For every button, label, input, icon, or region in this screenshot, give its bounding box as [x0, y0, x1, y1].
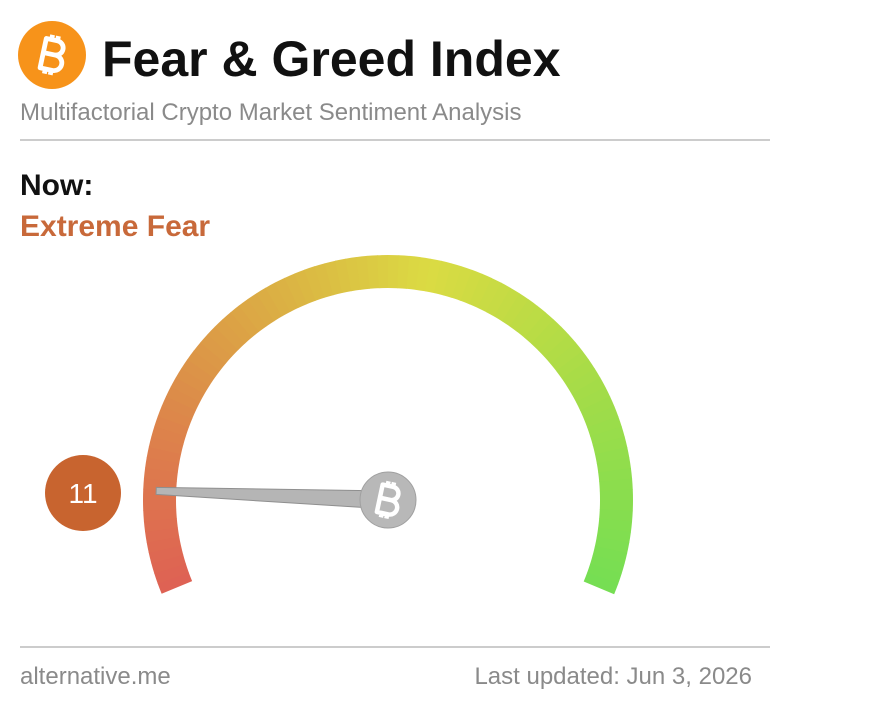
gauge-band [170, 377, 205, 403]
gauge-band [451, 266, 473, 301]
gauge-band [145, 527, 180, 543]
gauge-band [424, 258, 442, 294]
gauge-band [324, 260, 343, 296]
gauge-band [594, 536, 630, 554]
gauge-band [469, 273, 493, 309]
gauge-band [154, 563, 189, 584]
gauge-band [345, 257, 361, 292]
gauge-band [238, 299, 267, 332]
gauge-band [304, 266, 325, 301]
gauge-band [193, 342, 226, 371]
gauge-band [460, 269, 483, 305]
gauge-band [544, 334, 577, 365]
gauge-band [151, 554, 186, 574]
gauge-band [143, 508, 177, 522]
gauge-band [256, 287, 283, 322]
gauge-band [509, 299, 538, 333]
gauge-band [592, 436, 628, 455]
gauge-band [524, 312, 554, 345]
gauge-band [580, 396, 615, 420]
gauge-band [587, 416, 622, 437]
gauge-band [214, 319, 246, 351]
gauge-band [599, 509, 633, 522]
gauge-band [207, 326, 239, 357]
gauge-band [146, 446, 182, 464]
classification: Extreme Fear [20, 210, 210, 243]
gauge [143, 254, 633, 595]
logo-icon [37, 34, 66, 76]
gauge-band [265, 282, 291, 317]
gauge-band [415, 257, 432, 292]
gauge-band [157, 572, 193, 594]
gauge-band [222, 311, 253, 344]
gauge-band [587, 563, 622, 585]
gauge-band [388, 255, 400, 289]
gauge-band [596, 527, 631, 544]
needle [155, 486, 389, 510]
gauge-band [175, 367, 210, 394]
gauge-band [561, 359, 595, 387]
icon-glyph [37, 34, 66, 76]
gauge-band [157, 405, 193, 428]
gauge-band [494, 287, 521, 322]
gauge-band [294, 269, 316, 305]
gauge-band [550, 342, 583, 372]
gauge-band [377, 254, 389, 289]
gauge-band [143, 518, 178, 532]
gauge-band [599, 478, 633, 492]
gauge-band [284, 273, 308, 308]
gauge-band [485, 282, 511, 317]
updated: Last updated: Jun 3, 2026 [474, 663, 752, 690]
gauge-band [592, 545, 628, 564]
gauge-band [200, 334, 233, 364]
gauge-band [366, 255, 380, 289]
gauge-band [537, 326, 569, 358]
gauge-band [145, 456, 180, 473]
gauge-band [154, 415, 189, 437]
gauge-band [274, 277, 299, 312]
gauge-band [590, 426, 625, 446]
gauge-band [165, 386, 201, 411]
gauge-band [566, 368, 601, 395]
gauge-band [583, 406, 619, 428]
gauge-band [596, 457, 631, 473]
hub-icon [374, 480, 401, 520]
gauge-band [247, 293, 275, 327]
gauge-band [576, 386, 611, 411]
gauge-band [590, 554, 625, 575]
gauge-band [556, 350, 589, 379]
gauge-band [501, 293, 529, 327]
gauge-band [477, 277, 502, 313]
gauge-band [314, 263, 334, 298]
gauge-band [187, 350, 221, 379]
gauge-band [599, 489, 633, 501]
gauge-band [151, 425, 186, 446]
title: Fear & Greed Index [102, 31, 561, 87]
now-label: Now: [20, 169, 93, 202]
gauge-band [356, 255, 370, 290]
gauge-band [161, 395, 197, 419]
gauge-band [598, 468, 633, 482]
gauge-band [599, 500, 633, 512]
gauge-band [433, 260, 452, 296]
gauge-band [397, 255, 410, 289]
gauge-band [230, 305, 260, 338]
value-badge [45, 455, 121, 531]
gauge-band [583, 572, 619, 595]
source: alternative.me [20, 663, 171, 690]
gauge-band [442, 263, 463, 298]
icon-glyph [374, 480, 401, 520]
gauge-band [571, 377, 606, 403]
gauge-band [517, 305, 546, 338]
gauge-band [143, 499, 177, 511]
gauge-band [148, 545, 184, 564]
gauge-band [181, 359, 215, 387]
value-label: 11 [68, 478, 97, 509]
gauge-band [531, 319, 562, 351]
subtitle: Multifactorial Crypto Market Sentiment A… [20, 99, 522, 126]
gauge-band [148, 436, 184, 455]
